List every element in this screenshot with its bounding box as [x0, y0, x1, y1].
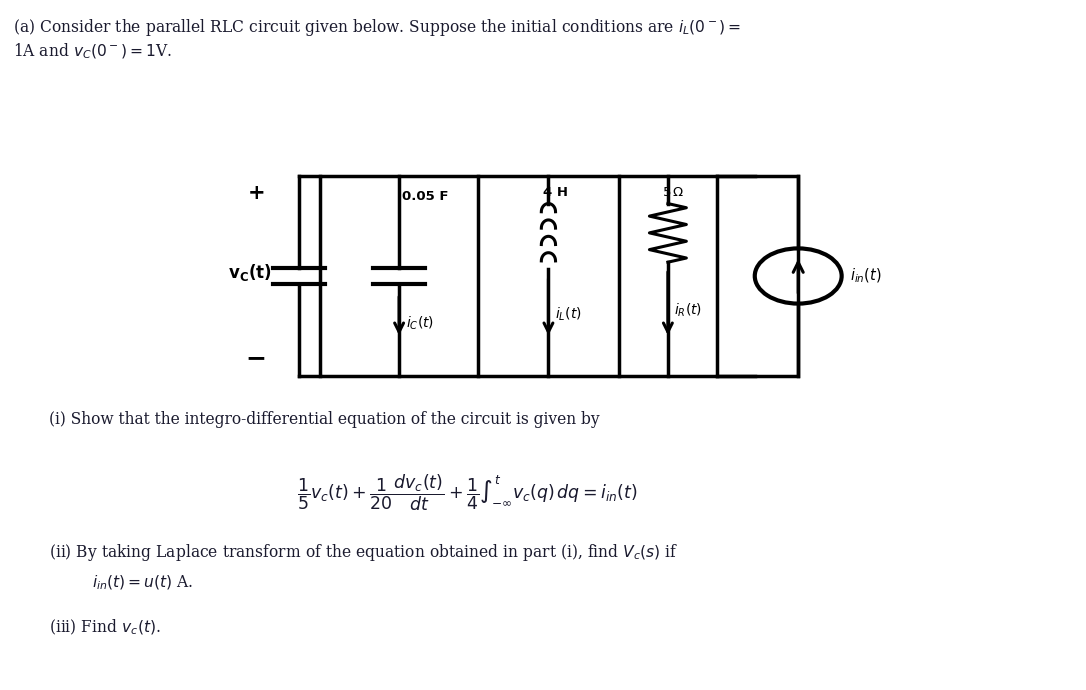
- Text: (ii) By taking Laplace transform of the equation obtained in part (i), find $V_c: (ii) By taking Laplace transform of the …: [49, 542, 679, 562]
- Text: 0.05 F: 0.05 F: [402, 190, 449, 203]
- Text: $\mathit{i_R(t)}$: $\mathit{i_R(t)}$: [674, 302, 703, 319]
- Text: $\mathit{i_{in}(t)}$: $\mathit{i_{in}(t)}$: [850, 267, 882, 285]
- Text: 4 H: 4 H: [543, 186, 568, 199]
- Text: (a) Consider the parallel RLC circuit given below. Suppose the initial condition: (a) Consider the parallel RLC circuit gi…: [13, 17, 741, 38]
- Text: $\mathbf{v_C(t)}$: $\mathbf{v_C(t)}$: [228, 262, 272, 283]
- Text: $\mathbf{+}$: $\mathbf{+}$: [247, 183, 264, 203]
- Text: $i_{in}(t)=u(t)$ A.: $i_{in}(t)=u(t)$ A.: [92, 574, 193, 593]
- Text: $\mathit{i_C(t)}$: $\mathit{i_C(t)}$: [406, 314, 433, 332]
- Text: (i) Show that the integro-differential equation of the circuit is given by: (i) Show that the integro-differential e…: [49, 411, 599, 428]
- Text: 1A and $v_C(0^-)=1$V.: 1A and $v_C(0^-)=1$V.: [13, 41, 172, 61]
- Text: (iii) Find $v_c(t)$.: (iii) Find $v_c(t)$.: [49, 618, 161, 637]
- Text: $\mathit{i_L(t)}$: $\mathit{i_L(t)}$: [555, 305, 582, 323]
- Text: $5\,\Omega$: $5\,\Omega$: [662, 186, 684, 199]
- Bar: [320, 176, 798, 376]
- Text: $\mathbf{-}$: $\mathbf{-}$: [245, 345, 265, 369]
- Text: $\dfrac{1}{5}v_c(t)+\dfrac{1}{20}\dfrac{dv_c(t)}{dt}+\dfrac{1}{4}\int_{-\infty}^: $\dfrac{1}{5}v_c(t)+\dfrac{1}{20}\dfrac{…: [296, 473, 637, 513]
